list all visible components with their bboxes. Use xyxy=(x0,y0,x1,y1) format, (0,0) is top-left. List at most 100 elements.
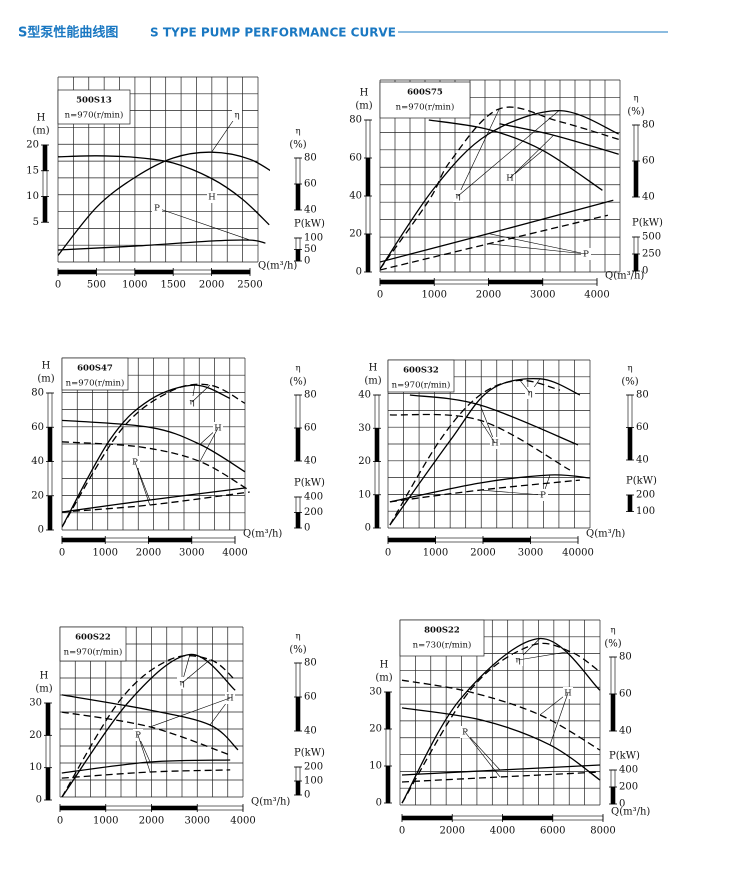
x-tick-label: 6000 xyxy=(540,826,565,837)
curve-efficiency xyxy=(389,379,561,526)
chart-title: 800S22 xyxy=(424,626,460,636)
curve-efficiency xyxy=(62,384,231,528)
axis-bar xyxy=(42,196,48,223)
chart-subtitle: n=970(r/min) xyxy=(64,647,123,658)
leader-line xyxy=(519,380,531,394)
curve-efficiency xyxy=(380,109,619,270)
eta-axis-unit: (%) xyxy=(289,645,306,656)
curve-label: H xyxy=(226,694,233,704)
y-axis-unit: (m) xyxy=(364,376,381,387)
leader-line xyxy=(488,243,587,255)
curve-efficiency xyxy=(401,642,601,804)
eta-axis-unit: (%) xyxy=(289,140,306,151)
curve-head xyxy=(62,419,246,473)
x-tick-label: 3000 xyxy=(179,548,204,559)
axis-bar xyxy=(59,805,107,811)
axis-bar xyxy=(295,496,301,513)
eta-tick-label: 60 xyxy=(636,422,649,433)
y-axis-unit: (m) xyxy=(35,684,52,695)
chart-subtitle: n=970(r/min) xyxy=(396,102,455,113)
axis-bar xyxy=(45,735,51,768)
p-tick-label: 200 xyxy=(304,762,323,773)
p-tick-label: 50 xyxy=(304,244,317,255)
axis-bar xyxy=(610,769,616,788)
x-tick-label: 2000 xyxy=(199,280,224,291)
x-tick-label: 1000 xyxy=(422,290,447,301)
y-tick-label: 60 xyxy=(31,422,44,433)
curve-label: η xyxy=(234,111,239,121)
y-tick-label: 20 xyxy=(26,140,39,151)
curve-label: η xyxy=(179,679,184,689)
curves xyxy=(62,383,251,528)
axis-bar xyxy=(45,767,51,801)
x-tick-label: 3000 xyxy=(530,290,555,301)
curve-label: P xyxy=(154,204,160,214)
p-tick-label: 0 xyxy=(304,523,310,534)
axis-bar xyxy=(627,494,633,512)
chart-title: 500S13 xyxy=(76,96,112,106)
axis-bar xyxy=(610,656,616,695)
title-box xyxy=(399,619,485,657)
y-axis-label: H xyxy=(40,671,49,682)
eta-tick-label: 80 xyxy=(304,658,317,669)
axis-bar xyxy=(401,815,453,821)
p-tick-label: 200 xyxy=(636,490,655,501)
curve-power xyxy=(380,199,614,263)
axis-bar xyxy=(502,815,554,821)
eta-axis-unit: (%) xyxy=(621,377,638,388)
chart-title: 600S22 xyxy=(75,633,111,643)
x-tick-label: 8000 xyxy=(590,826,615,837)
leader-line xyxy=(549,692,569,746)
leader-line xyxy=(464,731,501,778)
axis-bar xyxy=(295,427,301,462)
axis-bar xyxy=(633,253,639,272)
curve-efficiency xyxy=(401,637,601,804)
curve-head xyxy=(389,413,571,471)
axis-bar xyxy=(552,815,604,821)
axis-bar xyxy=(488,279,544,285)
leader-line xyxy=(181,659,211,684)
axis-bar xyxy=(105,805,152,811)
eta-axis-label: η xyxy=(295,632,300,642)
p-axis-label: P(kW) xyxy=(609,751,640,762)
axis-bar xyxy=(295,157,301,185)
y-tick-label: 15 xyxy=(26,165,39,176)
curves xyxy=(401,637,601,804)
x-tick-label: 500 xyxy=(87,280,106,291)
x-axis-label: Q(m³/h) xyxy=(605,271,644,282)
axis-bar xyxy=(365,157,371,197)
x-tick-label: 4000 xyxy=(222,548,247,559)
leader-line xyxy=(509,150,543,179)
curve-power xyxy=(389,479,580,503)
curve-efficiency xyxy=(389,377,581,526)
x-tick-label: 0 xyxy=(399,826,405,837)
curve-label: H xyxy=(208,193,215,203)
leader-line xyxy=(150,697,231,728)
x-axis-label: Q(m³/h) xyxy=(243,529,282,540)
axis-bar xyxy=(148,537,193,543)
x-tick-label: 4000 xyxy=(584,290,609,301)
x-tick-label: 0 xyxy=(55,280,61,291)
eta-tick-label: 40 xyxy=(642,192,655,203)
curve-label: η xyxy=(455,192,460,202)
curve-head xyxy=(62,441,251,492)
axis-bar xyxy=(633,236,639,255)
p-axis-label: P(kW) xyxy=(626,476,657,487)
label-bg xyxy=(207,191,217,203)
axis-bar xyxy=(610,786,616,805)
x-tick-label: 2000 xyxy=(136,548,161,559)
axis-bar xyxy=(365,119,371,159)
x-tick-label: 3000 xyxy=(185,816,210,827)
chart-subtitle: n=970(r/min) xyxy=(66,378,125,389)
title-box xyxy=(57,89,131,125)
x-axis-label: Q(m³/h) xyxy=(611,807,650,818)
axis-bar xyxy=(385,691,391,730)
eta-tick-label: 60 xyxy=(304,179,317,190)
curve-label: η xyxy=(515,656,520,666)
y-tick-label: 40 xyxy=(31,456,44,467)
axis-bar xyxy=(627,394,633,428)
axis-bar xyxy=(374,394,380,429)
y-tick-label: 10 xyxy=(358,489,371,500)
eta-tick-label: 40 xyxy=(619,726,632,737)
